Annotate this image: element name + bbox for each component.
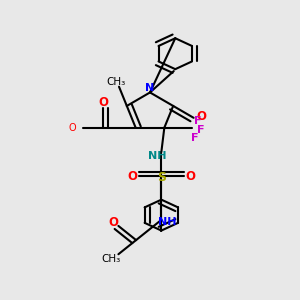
Text: F: F: [191, 134, 199, 143]
Text: F: F: [197, 125, 205, 135]
Text: NH: NH: [158, 217, 176, 227]
Text: O: O: [127, 170, 137, 183]
Text: S: S: [157, 171, 166, 184]
Text: O: O: [186, 170, 196, 183]
Text: O: O: [98, 96, 108, 109]
Text: N: N: [146, 83, 154, 93]
Text: O: O: [68, 123, 76, 133]
Text: O: O: [196, 110, 206, 123]
Text: CH₃: CH₃: [106, 77, 126, 87]
Text: NH: NH: [148, 151, 166, 161]
Text: CH₃: CH₃: [101, 254, 121, 264]
Text: O: O: [108, 216, 118, 229]
Text: F: F: [194, 116, 201, 126]
